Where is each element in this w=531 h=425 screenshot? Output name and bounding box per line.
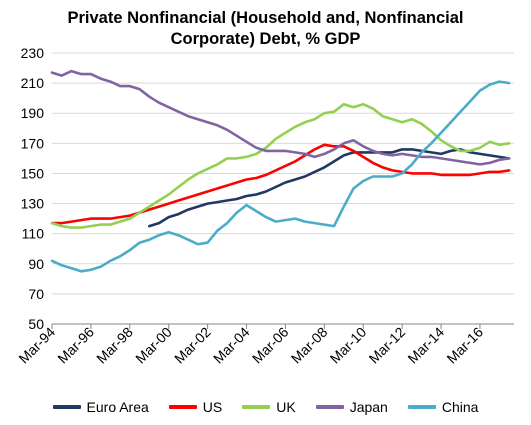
series-line-euro-area xyxy=(148,148,511,228)
series-line-us xyxy=(50,143,511,225)
chart-title-line-2: Corporate) Debt, % GDP xyxy=(170,30,361,48)
x-tick-label: Mar-16 xyxy=(443,324,486,367)
x-tick-label: Mar-14 xyxy=(404,324,447,367)
y-tick-label: 90 xyxy=(28,256,44,272)
y-tick-label: 190 xyxy=(21,105,45,121)
legend-label-china: China xyxy=(441,399,479,415)
legend-item-uk: UK xyxy=(242,399,296,415)
x-tick-label: Mar-96 xyxy=(54,324,97,367)
y-tick-label: 150 xyxy=(21,165,45,181)
x-tick-label: Mar-00 xyxy=(132,324,175,367)
legend-item-china: China xyxy=(407,399,479,415)
y-tick-label: 50 xyxy=(28,316,44,332)
x-tick-label: Mar-12 xyxy=(366,324,409,367)
y-tick-label: 170 xyxy=(21,135,45,151)
legend-item-us: US xyxy=(168,399,223,415)
x-tick-label: Mar-06 xyxy=(249,324,292,367)
legend-item-euro-area: Euro Area xyxy=(52,399,149,415)
legend-item-japan: Japan xyxy=(315,399,388,415)
legend-label-uk: UK xyxy=(276,399,296,415)
series-line-china xyxy=(50,80,511,273)
y-tick-label: 130 xyxy=(21,196,45,212)
legend-label-japan: Japan xyxy=(349,399,388,415)
x-tick-label: Mar-08 xyxy=(288,324,331,367)
chart-title: Private Nonfinancial (Household and, Non… xyxy=(40,8,491,50)
x-tick-label: Mar-02 xyxy=(171,324,214,367)
legend-swatch-japan xyxy=(315,405,344,409)
legend-swatch-uk xyxy=(242,405,271,409)
legend-label-us: US xyxy=(202,399,223,415)
legend-label-euro-area: Euro Area xyxy=(86,399,149,415)
x-tick-label: Mar-98 xyxy=(93,324,136,367)
series-line-japan xyxy=(50,69,511,166)
y-tick-label: 70 xyxy=(28,286,44,302)
chart-legend: Euro Area US UK Japan China xyxy=(0,397,531,417)
chart-title-line-1: Private Nonfinancial (Household and, Non… xyxy=(67,9,464,27)
series-line-uk xyxy=(50,102,511,229)
legend-swatch-euro-area xyxy=(52,405,81,409)
x-tick-label: Mar-04 xyxy=(210,324,253,367)
legend-swatch-china xyxy=(407,405,436,409)
y-tick-label: 230 xyxy=(21,45,45,61)
y-tick-label: 110 xyxy=(22,226,45,242)
y-tick-label: 210 xyxy=(21,75,45,91)
legend-swatch-us xyxy=(168,405,197,409)
x-tick-label: Mar-10 xyxy=(327,324,370,367)
